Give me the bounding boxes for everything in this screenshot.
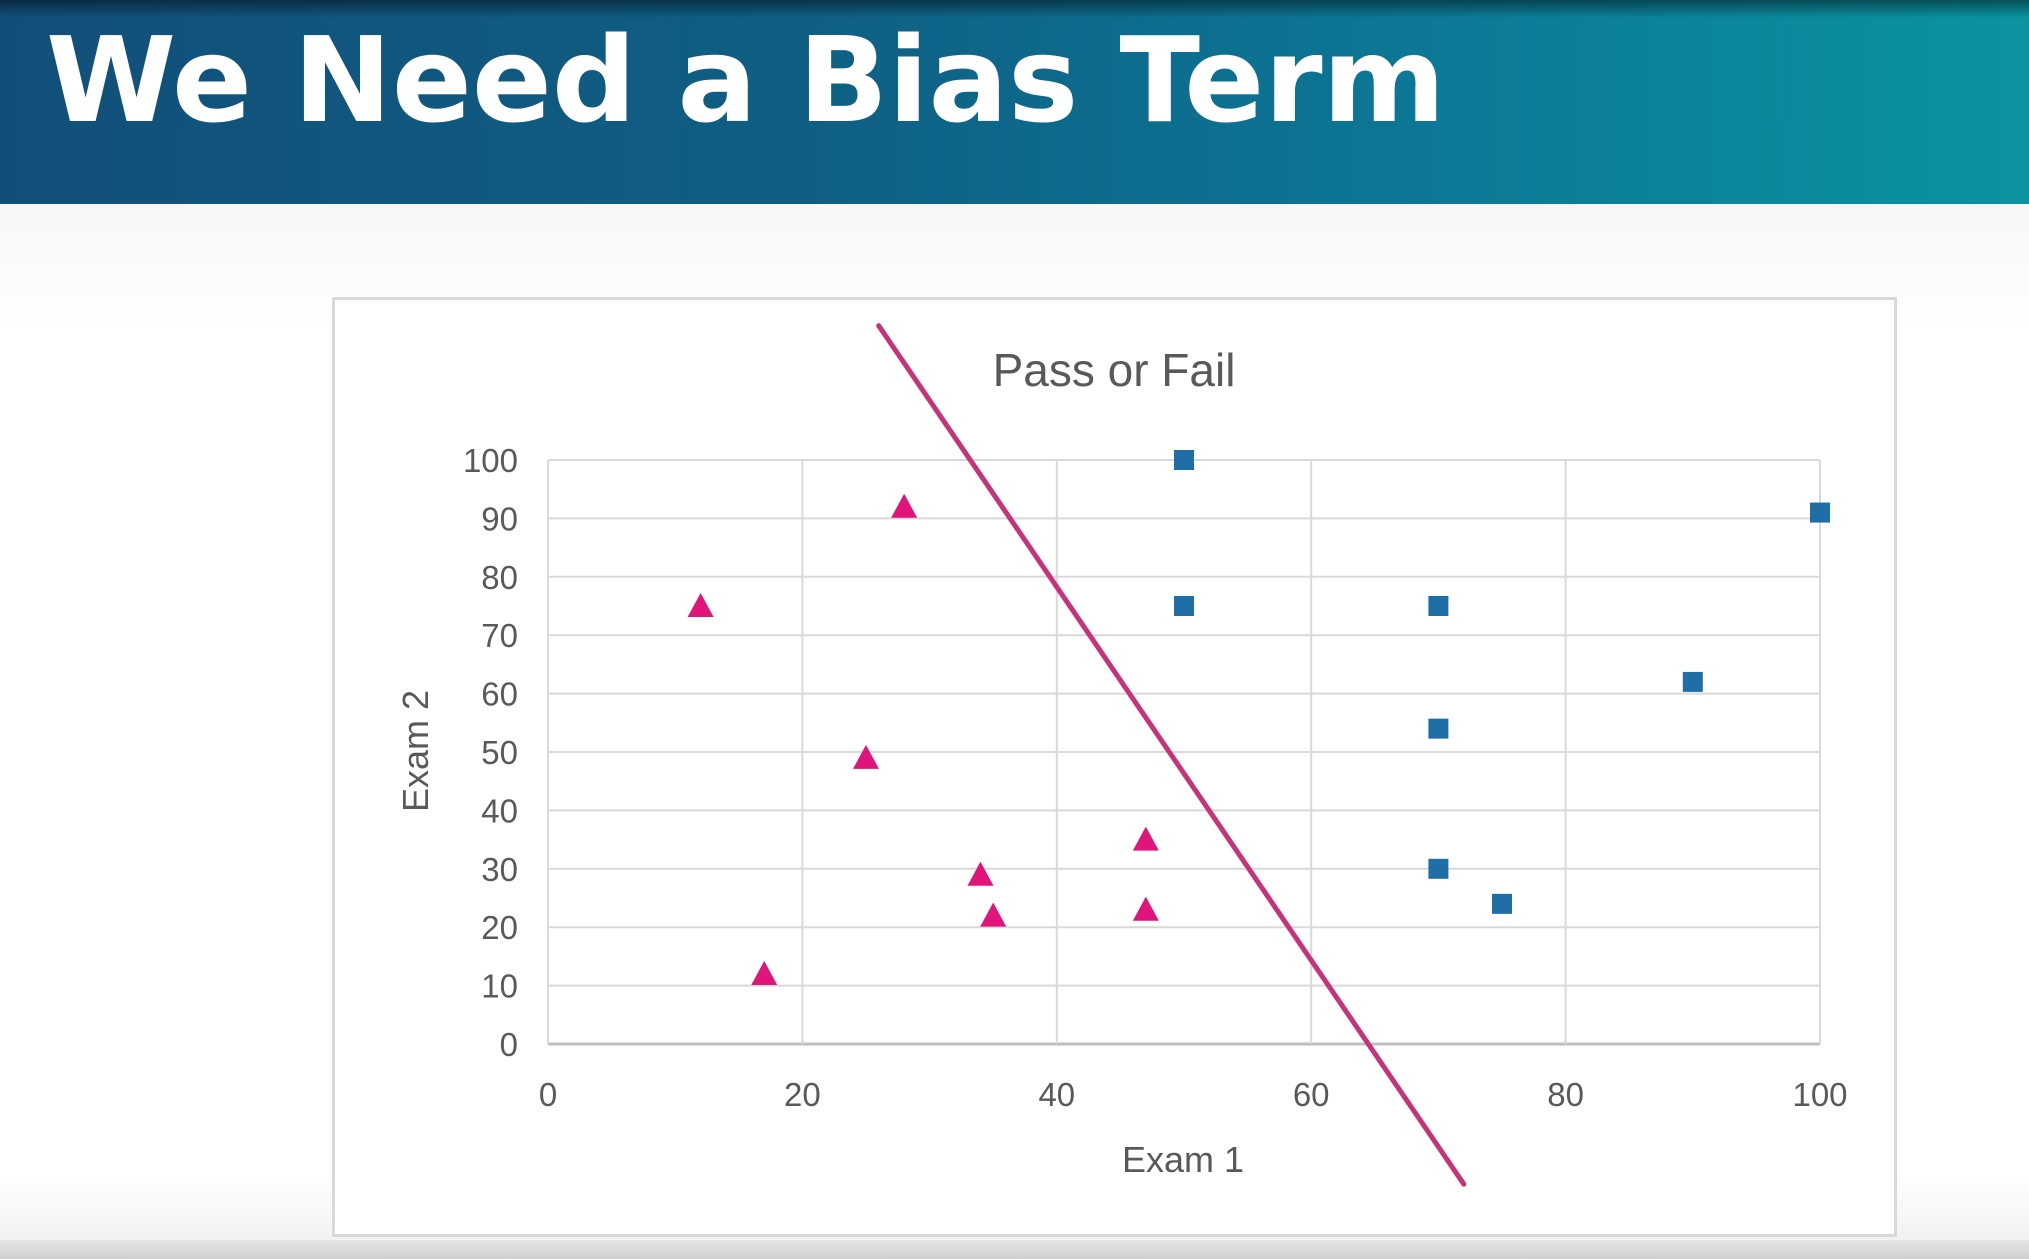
y-tick-label: 10	[481, 968, 518, 1005]
square-point	[1428, 718, 1449, 739]
y-tick-label: 70	[481, 617, 518, 654]
triangle-point	[967, 861, 994, 886]
x-tick-label: 0	[539, 1076, 557, 1113]
triangle-point	[891, 493, 918, 518]
y-tick-label: 80	[481, 559, 518, 596]
x-tick-label: 20	[784, 1076, 821, 1113]
square-point	[1174, 596, 1194, 616]
x-tick-label: 100	[1792, 1076, 1847, 1113]
chart-frame	[332, 297, 1897, 1237]
y-tick-label: 30	[481, 851, 518, 888]
x-tick-label: 60	[1293, 1076, 1330, 1113]
triangle-point	[980, 902, 1007, 927]
y-tick-label: 100	[463, 442, 518, 479]
y-tick-label: 40	[481, 792, 518, 829]
slide-title: We Need a Bias Term	[46, 11, 1446, 149]
square-point	[1682, 671, 1703, 692]
square-point	[1810, 502, 1830, 523]
y-axis-label: Exam 2	[395, 690, 436, 812]
slide-bottom-edge	[0, 1240, 2029, 1259]
y-tick-label: 20	[481, 909, 518, 946]
y-tick-label: 90	[481, 500, 518, 537]
x-tick-label: 40	[1038, 1076, 1075, 1113]
square-point	[1174, 450, 1194, 470]
title-banner: We Need a Bias Term	[0, 0, 2029, 204]
y-tick-label: 0	[500, 1026, 518, 1063]
y-tick-label: 60	[481, 676, 518, 713]
x-axis-label: Exam 1	[1122, 1139, 1244, 1180]
chart-title: Pass or Fail	[993, 344, 1236, 396]
square-point	[1428, 596, 1449, 616]
triangle-point	[1132, 896, 1159, 921]
data-points	[687, 450, 1830, 985]
triangle-point	[853, 744, 879, 769]
y-tick-label: 50	[481, 734, 518, 771]
square-point	[1492, 893, 1512, 914]
square-point	[1428, 858, 1449, 879]
triangle-point	[1132, 826, 1159, 851]
x-tick-label: 80	[1547, 1076, 1584, 1113]
decision-boundary	[876, 323, 1467, 1187]
grid-layer	[547, 459, 1821, 1046]
triangle-point	[687, 593, 714, 618]
tick-labels: 0 10 20 30 40 50 60 70 80 90 100 0 20 40 60 80 100	[463, 442, 1848, 1113]
decision-line	[876, 323, 1467, 1187]
triangle-point	[751, 960, 778, 985]
